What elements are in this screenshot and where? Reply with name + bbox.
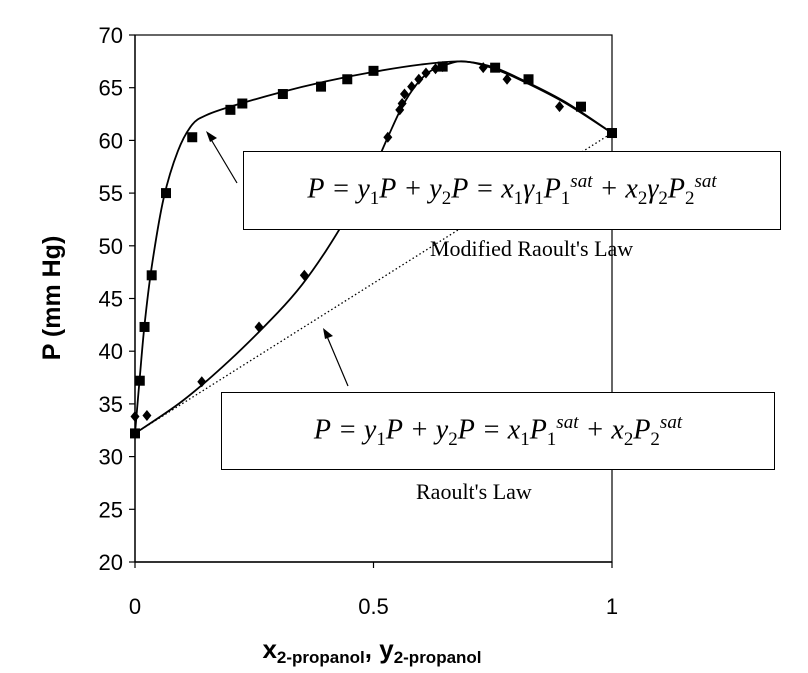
x-title-x-sub: 2-propanol [277,648,365,667]
arrowhead-modified-raoult [206,131,217,142]
modified-raoult-equation-box: P = y1P + y2P = x1γ1P1sat + x2γ2P2sat [243,151,781,230]
x-axis-title: x2-propanol, y2-propanol [262,634,481,667]
square-marker [161,188,172,199]
arrowhead-raoult [323,328,333,339]
x-title-x: x [262,634,277,664]
diamond-marker [502,73,512,85]
diamond-marker [197,376,207,388]
arrow-raoult [325,333,349,387]
square-marker [237,98,248,109]
y-tick-label: 30 [99,445,123,470]
arrow-modified-raoult [208,135,238,184]
diamond-marker [421,67,431,79]
square-marker [316,81,327,92]
square-marker [139,321,150,332]
diamond-marker [555,101,565,113]
square-marker [130,428,140,439]
diamond-marker [414,73,424,85]
x-title-sep: , [365,634,379,664]
y-tick-label: 40 [99,339,123,364]
diamond-marker [130,411,140,423]
square-marker [368,65,379,76]
square-marker [277,89,288,100]
y-tick-label: 70 [99,23,123,48]
diamond-marker [254,321,264,333]
y-tick-label: 20 [99,550,123,575]
raoult-equation-box: P = y1P + y2P = x1P1sat + x2P2sat [221,392,775,470]
diamond-marker [142,409,152,421]
axis-ticks: 20 25 30 35 40 45 50 55 60 65 70 0 0.5 1 [99,23,619,619]
annotation-arrows [206,131,349,387]
x-tick-label: 0.5 [358,594,389,619]
diamond-marker [478,62,488,74]
y-tick-label: 65 [99,76,123,101]
raoult-equation: P = y1P + y2P = x1P1sat + x2P2sat [313,411,683,450]
diamond-marker [431,63,441,75]
diamond-marker [438,61,448,73]
diamond-marker [299,269,309,281]
square-marker [225,104,236,115]
diamond-marker [407,81,417,93]
square-marker [342,74,353,85]
square-marker [134,375,145,386]
raoult-caption: Raoult's Law [416,479,532,504]
y-tick-label: 60 [99,128,123,153]
square-marker [523,74,534,85]
x-title-y: y [379,634,394,664]
square-marker [575,101,586,112]
plot-frame [134,34,613,563]
x-title-y-sub: 2-propanol [394,648,482,667]
y-tick-label: 50 [99,234,123,259]
y-tick-label: 55 [99,181,123,206]
diamond-marker [397,98,407,110]
y-tick-label: 35 [99,392,123,417]
model-curve-3 [134,60,613,435]
y-tick-label: 25 [99,497,123,522]
y-axis-title: P (mm Hg) [38,236,66,361]
square-marker [490,62,501,73]
diamond-marker [400,88,410,100]
x-tick-label: 0 [129,594,141,619]
square-marker [187,132,198,143]
y-tick-label: 45 [99,287,123,312]
x-tick-label: 1 [606,594,618,619]
modified-raoult-equation: P = y1P + y2P = x1γ1P1sat + x2γ2P2sat [307,171,717,209]
square-marker [146,270,157,281]
diamond-marker [383,131,393,143]
modified-raoult-caption: Modified Raoult's Law [430,236,634,261]
data-markers [130,61,617,439]
diamond-marker [607,127,617,139]
